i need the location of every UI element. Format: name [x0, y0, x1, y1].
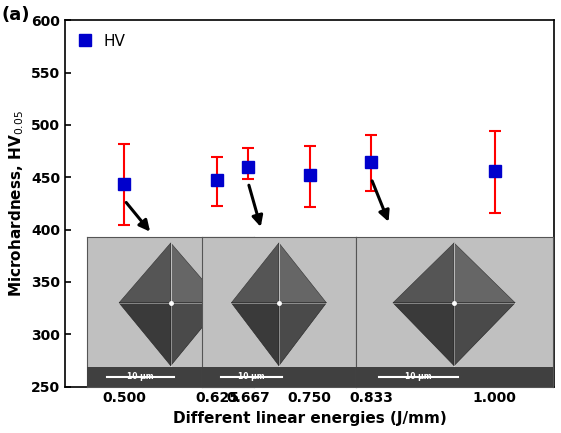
Line: HV: HV [119, 156, 500, 189]
Legend: HV: HV [73, 28, 131, 55]
HV [367, 159, 374, 164]
HV [245, 164, 251, 169]
X-axis label: Different linear energies (J/mm): Different linear energies (J/mm) [173, 411, 447, 426]
HV [491, 168, 498, 174]
HV [121, 181, 128, 186]
HV [214, 178, 220, 183]
Text: (a): (a) [2, 6, 30, 24]
HV [306, 173, 313, 178]
Y-axis label: Microhardness, HV$_{0.05}$: Microhardness, HV$_{0.05}$ [7, 110, 26, 297]
